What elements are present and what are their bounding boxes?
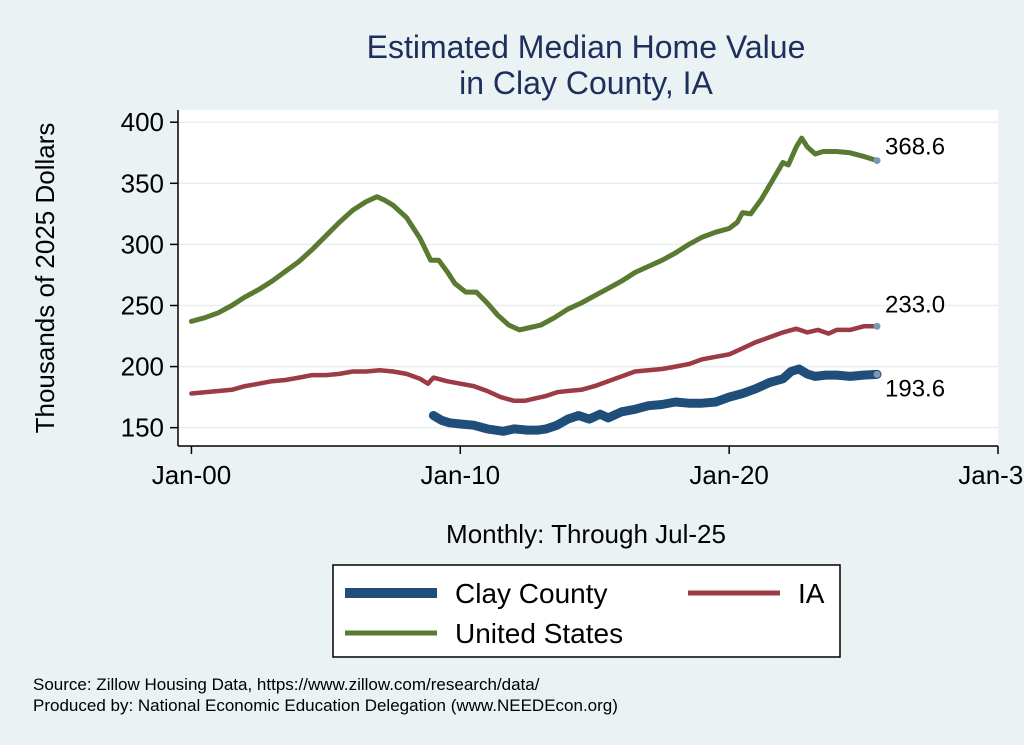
y-tick-label-400: 400 xyxy=(121,107,164,137)
x-tick-label-jan-00: Jan-00 xyxy=(152,460,232,490)
y-tick-label-150: 150 xyxy=(121,413,164,443)
legend-box xyxy=(332,564,841,658)
x-tick-label-jan-20: Jan-20 xyxy=(689,460,769,490)
legend-label-clay-county: Clay County xyxy=(455,578,608,609)
y-tick-label-350: 350 xyxy=(121,168,164,198)
y-tick-label-200: 200 xyxy=(121,352,164,382)
legend-label-ia: IA xyxy=(798,578,825,609)
produced-by-note: Produced by: National Economic Education… xyxy=(33,696,618,715)
chart-title-line-1: Estimated Median Home Value xyxy=(367,29,806,65)
y-tick-label-250: 250 xyxy=(121,290,164,320)
end-label-ia: 233.0 xyxy=(885,291,945,318)
series-line-ia xyxy=(189,324,880,404)
series-end-marker-united-states xyxy=(873,157,881,165)
end-label-clay-county: 193.6 xyxy=(885,375,945,402)
chart-title-line-2: in Clay County, IA xyxy=(459,65,713,101)
end-label-united-states: 368.6 xyxy=(885,134,945,161)
x-tick-label-jan-10: Jan-10 xyxy=(421,460,501,490)
series-end-marker-ia xyxy=(873,322,881,330)
series-end-marker-clay-county xyxy=(873,370,881,378)
y-tick-label-300: 300 xyxy=(121,229,164,259)
axis-layer: 150 200 250 300 350 400 Jan-00 Jan-10 Jan-20 Jan-… xyxy=(121,107,1024,490)
series-line-united-states xyxy=(188,135,880,333)
series-layer xyxy=(188,135,882,436)
source-note: Source: Zillow Housing Data, https://www… xyxy=(33,675,540,694)
x-tick-label-jan-30: Jan-30 xyxy=(958,460,1024,490)
series-line-clay-county xyxy=(428,364,882,436)
legend-label-united-states: United States xyxy=(455,618,623,649)
end-label-layer: 368.6 233.0 193.6 xyxy=(885,134,945,403)
y-axis-title: Thousands of 2025 Dollars xyxy=(30,123,60,434)
legend: Clay County IA United States xyxy=(332,564,841,658)
x-axis-title: Monthly: Through Jul-25 xyxy=(446,519,726,549)
